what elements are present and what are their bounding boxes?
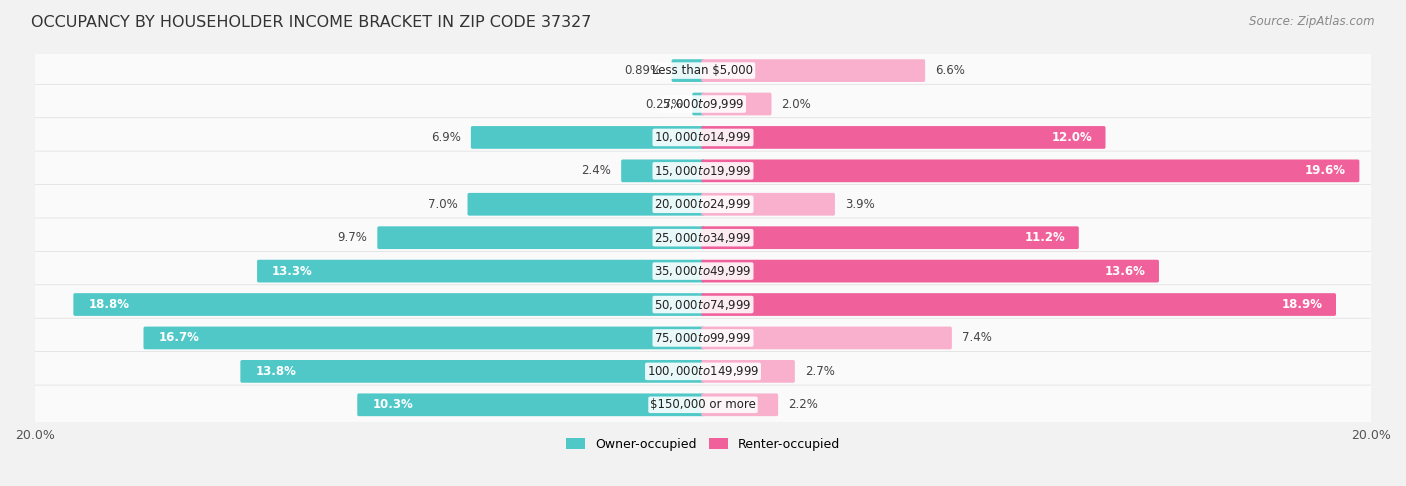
FancyBboxPatch shape: [0, 218, 1406, 258]
Text: 20.0%: 20.0%: [15, 429, 55, 442]
Text: 2.0%: 2.0%: [782, 98, 811, 110]
FancyBboxPatch shape: [0, 385, 1406, 424]
FancyBboxPatch shape: [702, 394, 778, 416]
FancyBboxPatch shape: [672, 59, 704, 82]
Text: 18.8%: 18.8%: [89, 298, 129, 311]
FancyBboxPatch shape: [0, 84, 1406, 124]
FancyBboxPatch shape: [702, 59, 925, 82]
FancyBboxPatch shape: [377, 226, 704, 249]
FancyBboxPatch shape: [73, 293, 704, 316]
FancyBboxPatch shape: [0, 185, 1406, 224]
FancyBboxPatch shape: [143, 327, 704, 349]
Text: $5,000 to $9,999: $5,000 to $9,999: [662, 97, 744, 111]
Text: $35,000 to $49,999: $35,000 to $49,999: [654, 264, 752, 278]
Text: 2.4%: 2.4%: [581, 164, 612, 177]
Text: 11.2%: 11.2%: [1025, 231, 1066, 244]
FancyBboxPatch shape: [257, 260, 704, 282]
Text: $25,000 to $34,999: $25,000 to $34,999: [654, 231, 752, 244]
FancyBboxPatch shape: [702, 126, 1105, 149]
Text: Less than $5,000: Less than $5,000: [652, 64, 754, 77]
Text: Source: ZipAtlas.com: Source: ZipAtlas.com: [1250, 15, 1375, 28]
Text: 6.6%: 6.6%: [935, 64, 965, 77]
FancyBboxPatch shape: [0, 251, 1406, 291]
FancyBboxPatch shape: [0, 151, 1406, 191]
Text: $10,000 to $14,999: $10,000 to $14,999: [654, 130, 752, 144]
Legend: Owner-occupied, Renter-occupied: Owner-occupied, Renter-occupied: [561, 433, 845, 456]
Text: $15,000 to $19,999: $15,000 to $19,999: [654, 164, 752, 178]
Text: 6.9%: 6.9%: [432, 131, 461, 144]
Text: 0.89%: 0.89%: [624, 64, 662, 77]
FancyBboxPatch shape: [702, 327, 952, 349]
Text: $100,000 to $149,999: $100,000 to $149,999: [647, 364, 759, 379]
Text: 12.0%: 12.0%: [1052, 131, 1092, 144]
FancyBboxPatch shape: [0, 285, 1406, 324]
FancyBboxPatch shape: [702, 193, 835, 216]
Text: 13.8%: 13.8%: [256, 365, 297, 378]
FancyBboxPatch shape: [702, 159, 1360, 182]
FancyBboxPatch shape: [702, 360, 794, 383]
FancyBboxPatch shape: [702, 293, 1336, 316]
FancyBboxPatch shape: [692, 93, 704, 115]
Text: 2.7%: 2.7%: [804, 365, 835, 378]
FancyBboxPatch shape: [702, 260, 1159, 282]
FancyBboxPatch shape: [0, 118, 1406, 157]
Text: 9.7%: 9.7%: [337, 231, 367, 244]
FancyBboxPatch shape: [0, 318, 1406, 358]
Text: 16.7%: 16.7%: [159, 331, 200, 345]
Text: 2.2%: 2.2%: [789, 399, 818, 411]
Text: 7.0%: 7.0%: [427, 198, 457, 211]
FancyBboxPatch shape: [702, 93, 772, 115]
Text: $50,000 to $74,999: $50,000 to $74,999: [654, 297, 752, 312]
Text: 0.27%: 0.27%: [645, 98, 682, 110]
FancyBboxPatch shape: [240, 360, 704, 383]
Text: 13.6%: 13.6%: [1105, 264, 1146, 278]
FancyBboxPatch shape: [702, 226, 1078, 249]
Text: 10.3%: 10.3%: [373, 399, 413, 411]
FancyBboxPatch shape: [621, 159, 704, 182]
Text: 20.0%: 20.0%: [1351, 429, 1391, 442]
Text: $20,000 to $24,999: $20,000 to $24,999: [654, 197, 752, 211]
FancyBboxPatch shape: [468, 193, 704, 216]
FancyBboxPatch shape: [471, 126, 704, 149]
Text: OCCUPANCY BY HOUSEHOLDER INCOME BRACKET IN ZIP CODE 37327: OCCUPANCY BY HOUSEHOLDER INCOME BRACKET …: [31, 15, 592, 30]
Text: 18.9%: 18.9%: [1282, 298, 1323, 311]
Text: 19.6%: 19.6%: [1305, 164, 1346, 177]
Text: 7.4%: 7.4%: [962, 331, 991, 345]
FancyBboxPatch shape: [0, 352, 1406, 391]
FancyBboxPatch shape: [0, 51, 1406, 90]
Text: 13.3%: 13.3%: [273, 264, 314, 278]
Text: $75,000 to $99,999: $75,000 to $99,999: [654, 331, 752, 345]
FancyBboxPatch shape: [357, 394, 704, 416]
Text: $150,000 or more: $150,000 or more: [650, 399, 756, 411]
Text: 3.9%: 3.9%: [845, 198, 875, 211]
